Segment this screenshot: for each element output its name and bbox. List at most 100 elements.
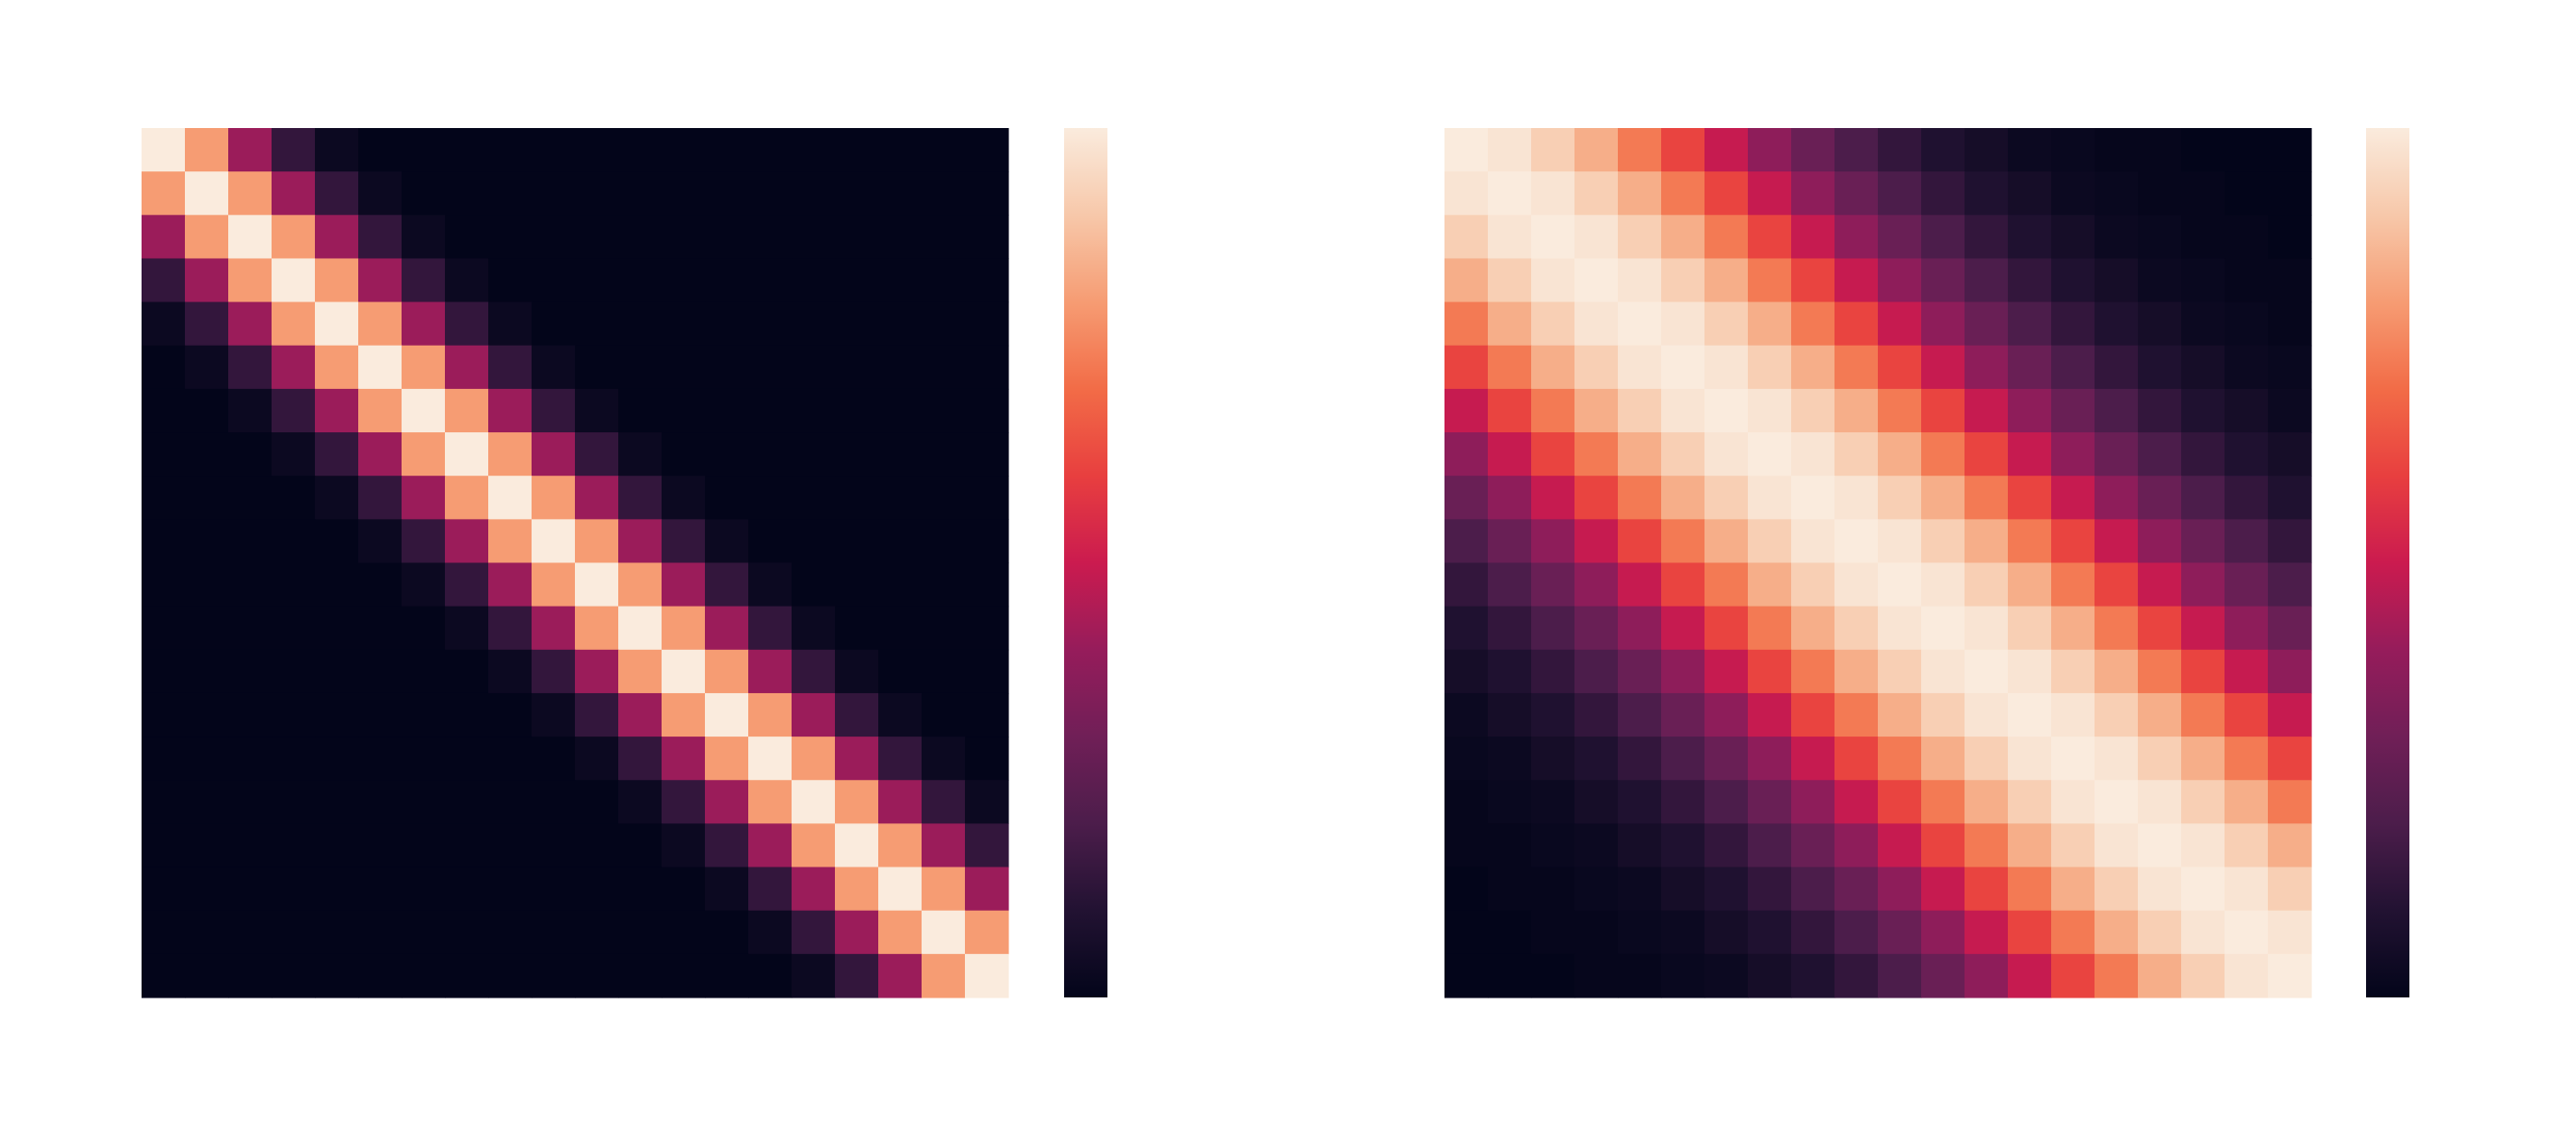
heatmap-cell	[835, 345, 879, 390]
heatmap-cell	[1531, 823, 1575, 868]
heatmap-cell	[228, 737, 273, 781]
heatmap-cell	[2095, 432, 2139, 477]
heatmap-cell	[2138, 953, 2182, 998]
heatmap-cell	[1661, 780, 1705, 824]
heatmap-cell	[2008, 128, 2052, 172]
heatmap-cell	[315, 476, 359, 520]
heatmap-cell	[2051, 171, 2095, 216]
heatmap-cell	[1618, 388, 1662, 433]
heatmap-cell	[1834, 476, 1879, 520]
heatmap-cell	[748, 388, 793, 433]
heatmap-cell	[402, 432, 446, 477]
heatmap-cell	[1488, 823, 1532, 868]
heatmap-cell	[1661, 128, 1705, 172]
heatmap-cell	[965, 476, 1009, 520]
heatmap-cell	[705, 562, 749, 608]
heatmap-cell	[2008, 649, 2052, 694]
heatmap-cell	[1618, 910, 1662, 955]
heatmap-cell	[1834, 215, 1879, 260]
heatmap-cell	[1618, 562, 1662, 608]
heatmap-cell	[1531, 128, 1575, 172]
heatmap-cell	[532, 519, 576, 564]
heatmap-cell	[315, 823, 359, 868]
heatmap-cell	[358, 692, 403, 737]
heatmap-cell	[575, 606, 619, 651]
heatmap-cell	[618, 866, 663, 912]
heatmap-cell	[1748, 171, 1792, 216]
heatmap-cell	[1748, 301, 1792, 347]
heatmap-cell	[2051, 737, 2095, 781]
heatmap-cell	[1574, 823, 1619, 868]
heatmap-cell	[185, 823, 229, 868]
heatmap-cell	[1704, 476, 1749, 520]
heatmap-cell	[2095, 301, 2139, 347]
heatmap-cell	[358, 476, 403, 520]
heatmap-cell	[1444, 128, 1489, 172]
heatmap-cell	[2051, 823, 2095, 868]
heatmap-cell	[1488, 606, 1532, 651]
heatmap-cell	[142, 780, 186, 824]
heatmap-cell	[315, 215, 359, 260]
heatmap-cell	[1444, 432, 1489, 477]
heatmap-cell	[922, 476, 966, 520]
heatmap-cell	[748, 780, 793, 824]
heatmap-cell	[1618, 780, 1662, 824]
heatmap-cell	[1704, 823, 1749, 868]
heatmap-cell	[878, 562, 923, 608]
heatmap-cell	[2008, 345, 2052, 390]
heatmap-cell	[1704, 910, 1749, 955]
heatmap-cell	[2268, 519, 2312, 564]
heatmap-cell	[1531, 692, 1575, 737]
heatmap-cell	[618, 128, 663, 172]
heatmap-cell	[1921, 128, 1965, 172]
heatmap-cell	[488, 215, 533, 260]
heatmap-cell	[1878, 562, 1922, 608]
heatmap-cell	[1574, 866, 1619, 912]
heatmap-cell	[705, 128, 749, 172]
heatmap-cell	[2051, 910, 2095, 955]
heatmap-cell	[575, 345, 619, 390]
heatmap-cell	[2138, 345, 2182, 390]
heatmap-cell	[1748, 215, 1792, 260]
heatmap-cell	[1791, 737, 1835, 781]
heatmap-cell	[1531, 301, 1575, 347]
heatmap-cell	[835, 432, 879, 477]
heatmap-cell	[748, 128, 793, 172]
heatmap-cell	[1661, 519, 1705, 564]
heatmap-cell	[1704, 345, 1749, 390]
heatmap-cell	[142, 171, 186, 216]
heatmap-cell	[705, 258, 749, 303]
heatmap-cell	[445, 866, 489, 912]
heatmap-cell	[1791, 649, 1835, 694]
heatmap-cell	[662, 737, 706, 781]
heatmap-cell	[1704, 606, 1749, 651]
heatmap-cell	[2181, 171, 2225, 216]
heatmap-cell	[315, 953, 359, 998]
heatmap-cell	[965, 301, 1009, 347]
heatmap-cell	[2181, 692, 2225, 737]
heatmap-cell	[185, 606, 229, 651]
heatmap-cell	[142, 301, 186, 347]
heatmap-cell	[2095, 737, 2139, 781]
heatmap-cell	[1965, 606, 2009, 651]
heatmap-cell	[445, 519, 489, 564]
heatmap-cell	[662, 649, 706, 694]
heatmap-cell	[185, 432, 229, 477]
heatmap-cell	[142, 476, 186, 520]
heatmap-cell	[1921, 301, 1965, 347]
heatmap-cell	[1574, 258, 1619, 303]
heatmap-cell	[1791, 432, 1835, 477]
heatmap	[1444, 128, 2312, 998]
heatmap-cell	[1531, 171, 1575, 216]
heatmap-cell	[532, 258, 576, 303]
heatmap-cell	[922, 301, 966, 347]
heatmap-cell	[618, 476, 663, 520]
heatmap-cell	[1965, 301, 2009, 347]
heatmap-cell	[1878, 866, 1922, 912]
heatmap-cell	[1748, 128, 1792, 172]
heatmap-cell	[748, 258, 793, 303]
heatmap-cell	[532, 910, 576, 955]
heatmap-cell	[1618, 519, 1662, 564]
heatmap-cell	[1531, 215, 1575, 260]
heatmap-cell	[1878, 692, 1922, 737]
